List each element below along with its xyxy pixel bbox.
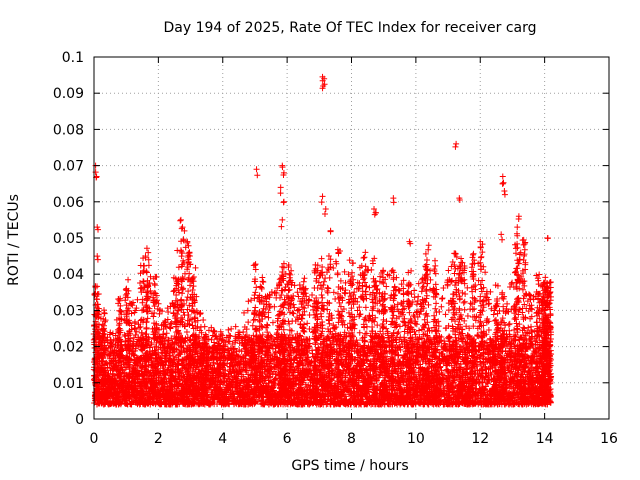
data-point-marker	[529, 353, 536, 360]
data-point-marker	[236, 347, 243, 354]
data-point-marker	[320, 344, 327, 351]
points-layer	[90, 73, 555, 408]
data-point-marker	[340, 367, 347, 374]
data-point-marker	[438, 367, 445, 374]
data-point-marker	[450, 373, 457, 380]
data-point-marker	[412, 373, 419, 380]
data-point-marker	[93, 401, 100, 408]
